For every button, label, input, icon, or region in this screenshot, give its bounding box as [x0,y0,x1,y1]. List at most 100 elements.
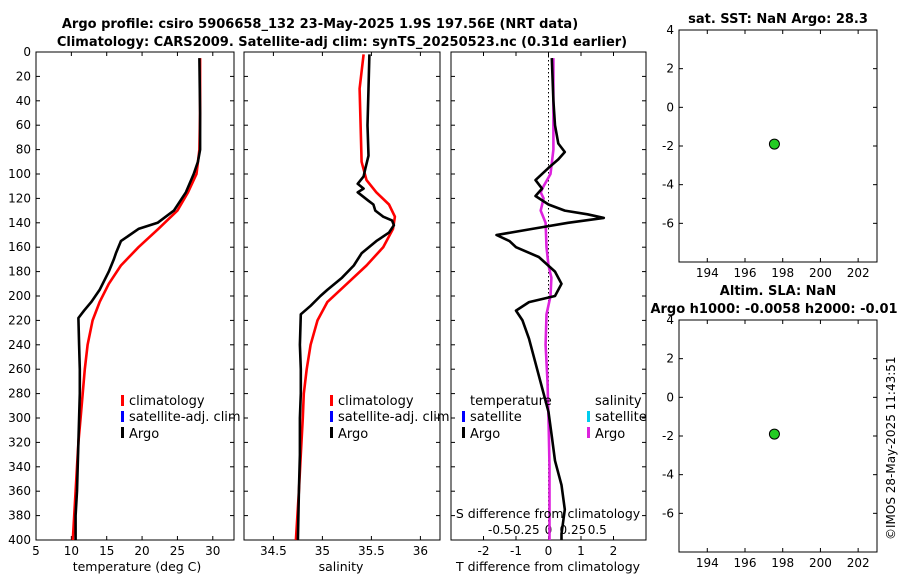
x-tick-label: -2 [478,544,490,558]
series-line-argo [296,54,396,541]
legend-label-argo: Argo [338,427,368,442]
y-tick-label: 40 [16,94,31,108]
series-line-s-difference [539,58,555,540]
difference-legend: temperature satellite Argo salinity sate… [462,394,647,442]
top-x-tick-label: 0.5 [588,523,607,537]
legend-swatch-s-argo [587,427,590,438]
legend-label-t-satellite: satellite [470,410,522,425]
x-tick-label: 202 [847,266,870,280]
x-tick-label: 2 [610,544,618,558]
x-tick-label: 196 [734,266,757,280]
x-tick-label: 200 [809,556,832,570]
y-tick-label: 140 [8,216,31,230]
sla-title-line1: Altim. SLA: NaN [720,284,836,299]
y-tick-label: 4 [666,313,674,327]
y-tick-label: 320 [8,435,31,449]
top-x-tick-label: -0.5 [488,523,511,537]
timestamp: ©IMOS 28-May-2025 11:43:51 [884,356,898,540]
y-tick-label: 60 [16,118,31,132]
data-point-marker [768,428,780,440]
y-tick-label: 100 [8,167,31,181]
legend-label-climatology: climatology [338,394,414,409]
x-tick-label: 25 [170,544,185,558]
difference-xlabel: T difference from climatology [455,559,641,574]
legend-label-s-argo: Argo [595,427,625,442]
y-tick-label: 160 [8,240,31,254]
figure-title-line2: Climatology: CARS2009. Satellite-adj cli… [57,35,627,50]
x-tick-label: 194 [696,266,719,280]
top-x-tick-label: 0.25 [560,523,587,537]
legend-swatch-t-satellite [462,411,465,422]
y-tick-label: 360 [8,484,31,498]
y-tick-label: 200 [8,289,31,303]
y-tick-label: 280 [8,387,31,401]
y-tick-label: 0 [666,100,674,114]
legend-swatch-climatology [330,395,333,406]
x-tick-label: 20 [134,544,149,558]
legend-swatch-t-argo [462,427,465,438]
x-tick-label: 10 [64,544,79,558]
y-tick-label: 180 [8,265,31,279]
legend-swatch-satellite [330,411,333,422]
temperature-panel: 0 20 40 60 80 100 120 140 160 180 200 220 240 260 280 3… [8,45,235,558]
series-line-t-difference [495,58,606,540]
figure-title-line1: Argo profile: csiro 5906658_132 23-May-2… [62,17,578,32]
x-tick-label: 5 [32,544,40,558]
x-tick-label: 194 [696,556,719,570]
x-tick-label: 198 [771,556,794,570]
difference-panel: -2 -1 0 1 2-0.5-0.25 0 0.25 0.5 [450,51,647,558]
plot-frame [35,51,235,541]
x-tick-label: 35.5 [358,544,385,558]
legend-swatch-s-satellite [587,411,590,422]
y-tick-label: 2 [666,62,674,76]
y-tick-label: -4 [662,178,674,192]
x-tick-label: 34.5 [260,544,287,558]
salinity-legend: climatology satellite-adj. clim Argo [330,394,450,442]
series-line-climatology [294,54,397,541]
x-tick-label: 202 [847,556,870,570]
series-line-argo [74,58,202,540]
y-tick-label: 240 [8,338,31,352]
y-tick-label: 0 [666,390,674,404]
y-tick-label: -6 [662,506,674,520]
x-tick-label: 196 [734,556,757,570]
x-tick-label: 35 [315,544,330,558]
y-tick-label: 4 [666,23,674,37]
y-tick-label: 120 [8,191,31,205]
y-tick-label: 260 [8,362,31,376]
top-x-tick-label: -0.25 [509,523,540,537]
legend-label-climatology: climatology [129,394,205,409]
legend-swatch-argo [330,427,333,438]
data-point-marker [768,138,780,150]
y-tick-label: 80 [16,143,31,157]
legend-label-t-argo: Argo [470,427,500,442]
x-tick-label: 30 [205,544,220,558]
legend-swatch-argo [121,427,124,438]
x-tick-label: -1 [510,544,522,558]
sla-title-line2: Argo h1000: -0.0058 h2000: -0.01 [650,302,897,317]
legend-title-salinity: salinity [595,394,642,409]
y-tick-label: 380 [8,509,31,523]
y-tick-label: 300 [8,411,31,425]
x-tick-label: 36 [413,544,428,558]
y-tick-label: 2 [666,352,674,366]
legend-label-argo: Argo [129,427,159,442]
x-tick-label: 200 [809,266,832,280]
y-tick-label: -4 [662,468,674,482]
y-tick-label: 220 [8,313,31,327]
sst-panel: 4 2 0 -2 -4 -6 194 196 198 200 202 [662,23,878,280]
legend-label-s-satellite: satellite [595,410,647,425]
plot-frame [243,51,441,541]
salinity-panel: 34.5 35 35.5 36 [243,51,441,558]
y-tick-label: 0 [23,45,31,59]
x-tick-label: 15 [99,544,114,558]
temperature-xlabel: temperature (deg C) [73,559,202,574]
y-tick-label: 20 [16,69,31,83]
y-tick-label: -2 [662,429,674,443]
x-tick-label: 1 [577,544,585,558]
legend-swatch-climatology [121,395,124,406]
y-tick-label: 400 [8,533,31,547]
legend-label-satellite: satellite-adj. clim [129,410,241,425]
legend-title-temperature: temperature [470,394,552,409]
